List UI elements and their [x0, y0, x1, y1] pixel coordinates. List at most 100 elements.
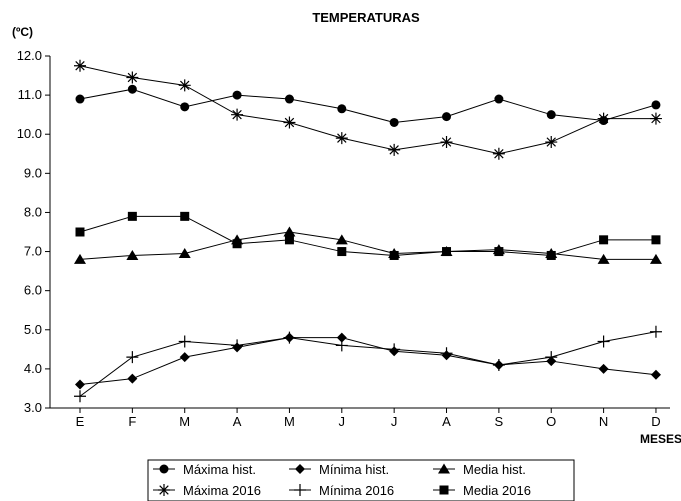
- legend-label: Media hist.: [463, 462, 526, 477]
- data-point: [649, 253, 662, 264]
- legend-entry: Media hist.: [433, 462, 526, 477]
- y-tick-label: 8.0: [24, 204, 42, 219]
- x-axis-label: MESES: [640, 432, 681, 446]
- y-tick-label: 10.0: [17, 126, 42, 141]
- y-tick-label: 6.0: [24, 283, 42, 298]
- data-point: [75, 379, 85, 390]
- x-tick-label: F: [128, 414, 136, 429]
- data-point: [75, 94, 85, 104]
- legend-box: [147, 459, 575, 501]
- legend-marker: [294, 484, 306, 496]
- data-point: [546, 250, 556, 260]
- y-tick-label: 9.0: [24, 165, 42, 180]
- series-5: [75, 211, 661, 260]
- data-point: [597, 112, 610, 125]
- data-point: [388, 143, 401, 156]
- series-1: [75, 332, 661, 390]
- chart-title: TEMPERATURAS: [312, 10, 420, 25]
- data-point: [231, 339, 244, 352]
- data-point: [388, 343, 401, 356]
- data-point: [492, 358, 505, 371]
- data-point: [440, 347, 453, 360]
- legend-entry: Mínima 2016: [289, 483, 394, 498]
- legend-marker: [439, 485, 449, 495]
- series-4: [74, 325, 662, 403]
- legend-marker: [438, 463, 450, 474]
- data-point: [649, 325, 662, 338]
- legend-label: Máxima 2016: [183, 483, 261, 498]
- y-axis-label: (ºC): [12, 25, 33, 39]
- x-tick-label: O: [546, 414, 556, 429]
- data-point: [127, 211, 137, 221]
- legend-label: Mínima 2016: [319, 483, 394, 498]
- y-tick-label: 7.0: [24, 244, 42, 259]
- data-point: [283, 331, 296, 344]
- y-axis-ticks: 3.0 4.0 5.0 6.0 7.0 8.0 9.0 10.0 11.0 12.0: [17, 48, 50, 415]
- data-point: [180, 211, 190, 221]
- series-line: [79, 231, 656, 260]
- x-tick-label: S: [495, 414, 504, 429]
- series-line: [79, 331, 657, 397]
- data-point: [231, 108, 244, 121]
- y-tick-label: 3.0: [24, 400, 42, 415]
- data-point: [651, 235, 661, 245]
- data-point: [494, 94, 504, 104]
- data-point: [545, 351, 558, 364]
- series-3: [74, 59, 662, 160]
- series-line: [79, 215, 656, 256]
- data-point: [284, 235, 294, 245]
- y-tick-label: 11.0: [18, 87, 42, 102]
- data-point: [178, 335, 191, 348]
- data-point: [442, 247, 452, 257]
- data-point: [178, 248, 191, 259]
- data-point: [74, 253, 86, 264]
- data-point: [650, 369, 661, 380]
- data-point: [74, 390, 86, 403]
- legend-marker: [159, 464, 169, 474]
- data-point: [232, 90, 242, 100]
- series-line: [79, 337, 657, 386]
- x-tick-label: N: [599, 414, 608, 429]
- y-tick-label: 12.0: [17, 48, 42, 63]
- data-point: [335, 339, 348, 352]
- data-point: [546, 110, 556, 120]
- legend-label: Media 2016: [463, 483, 531, 498]
- data-point: [283, 116, 296, 129]
- data-point: [335, 132, 348, 145]
- legend-entry: Máxima 2016: [153, 483, 261, 498]
- series-0: [75, 84, 661, 127]
- data-point: [442, 112, 452, 122]
- data-point: [337, 104, 347, 114]
- data-point: [126, 71, 139, 84]
- data-point: [649, 112, 662, 125]
- x-tick-label: J: [391, 414, 398, 429]
- data-point: [389, 250, 399, 260]
- data-point: [598, 363, 609, 374]
- data-point: [597, 253, 610, 264]
- y-tick-label: 5.0: [24, 322, 42, 337]
- legend-entry: Mínima hist.: [289, 462, 389, 477]
- legend-marker: [158, 484, 170, 496]
- data-point: [440, 136, 453, 149]
- data-point: [126, 249, 139, 260]
- data-point: [127, 84, 137, 94]
- legend-entry: Media 2016: [433, 483, 531, 498]
- data-point: [74, 59, 86, 72]
- x-tick-label: J: [339, 414, 346, 429]
- series-group: [74, 59, 662, 403]
- data-point: [179, 352, 190, 363]
- legend: Máxima hist. Mínima hist. Media hist. Máxim…: [153, 462, 531, 498]
- data-point: [597, 335, 610, 348]
- data-point: [337, 247, 347, 257]
- data-point: [599, 235, 609, 245]
- x-tick-label: M: [179, 414, 190, 429]
- data-point: [127, 373, 138, 384]
- data-point: [284, 94, 294, 104]
- series-2: [74, 226, 662, 264]
- data-point: [335, 234, 348, 245]
- data-point: [492, 147, 505, 160]
- x-tick-label: A: [442, 414, 451, 429]
- data-point: [545, 136, 558, 149]
